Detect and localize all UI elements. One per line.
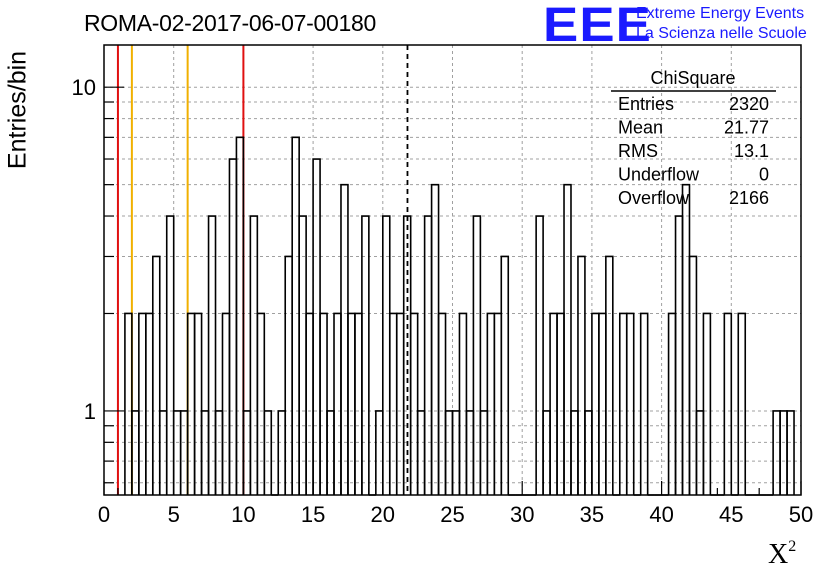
histogram-bin	[674, 215, 684, 495]
x-axis-label-superscript: 2	[788, 538, 797, 555]
histogram-bin	[354, 312, 363, 495]
stats-box: ChiSquare Entries 2320 Mean 21.77 RMS 13.1 Und…	[611, 68, 776, 208]
histogram-bin	[667, 312, 677, 495]
histogram-bin	[598, 312, 607, 495]
stats-row-value: 2320	[729, 94, 769, 114]
y-tick-label: 1	[84, 399, 96, 424]
histogram-bin	[333, 312, 342, 495]
x-tick-label: 15	[301, 502, 325, 527]
histogram-bin	[723, 312, 733, 495]
histogram-bin	[493, 312, 503, 495]
run-title: ROMA-02-2017-06-07-00180	[84, 10, 376, 36]
histogram-bin	[347, 312, 356, 495]
histogram-bin	[786, 410, 795, 495]
histogram-bin	[688, 255, 698, 495]
histogram-bin	[535, 215, 544, 495]
histogram-bin	[305, 312, 314, 495]
histogram-bin	[165, 215, 175, 495]
histogram-bin	[549, 312, 558, 495]
histogram-bin	[382, 215, 391, 495]
y-tick-label: 10	[72, 75, 96, 100]
stats-row-label: Overflow	[618, 188, 690, 208]
histogram-bin	[340, 183, 349, 495]
stats-row-value: 0	[759, 165, 769, 185]
reference-lines	[116, 45, 409, 495]
x-axis-label: X2	[768, 538, 796, 571]
histogram-bin	[563, 183, 572, 495]
histogram-bin	[423, 215, 433, 495]
histogram-bin	[263, 410, 273, 495]
x-tick-label: 5	[168, 502, 180, 527]
histogram-bin	[737, 312, 747, 495]
histogram-bin	[681, 183, 691, 495]
stats-row-value: 13.1	[734, 141, 769, 161]
histogram-bin	[145, 312, 154, 495]
histogram-bin	[193, 312, 203, 495]
x-tick-label: 35	[580, 502, 604, 527]
stats-box-title: ChiSquare	[650, 68, 735, 88]
histogram-bin	[228, 158, 238, 495]
histogram-bin	[437, 312, 447, 495]
histogram-bin	[138, 312, 147, 495]
histogram-bin	[409, 312, 419, 495]
stats-row-value: 21.77	[724, 118, 769, 138]
histogram-bin	[186, 312, 196, 495]
histogram-bin	[702, 312, 712, 495]
histogram-bin	[298, 215, 307, 495]
histogram-bin	[124, 312, 133, 495]
x-tick-label: 30	[510, 502, 534, 527]
histogram-bin	[472, 215, 482, 495]
histogram-bin	[291, 136, 300, 495]
eee-logo: EEE	[543, 0, 652, 52]
histogram-bin	[591, 312, 600, 495]
axes: 0 5 10 15 20 25 30 35 40 45 50 1 10	[72, 44, 813, 527]
histogram-bin	[625, 312, 635, 495]
x-tick-label: 20	[371, 502, 395, 527]
histogram-bin	[639, 312, 649, 495]
stats-row-label: Entries	[618, 94, 674, 114]
histogram-bin	[235, 136, 245, 495]
histogram-bin	[577, 255, 586, 495]
x-tick-label: 40	[649, 502, 673, 527]
histogram-bin	[458, 312, 468, 495]
x-tick-label: 10	[231, 502, 255, 527]
histogram-bin	[500, 255, 510, 495]
histogram-bin	[256, 312, 266, 495]
histogram-bin	[319, 312, 328, 495]
logo-tagline-1: Extreme Energy Events	[636, 5, 805, 22]
stats-row-label: Mean	[618, 118, 663, 138]
histogram-bin	[284, 255, 293, 495]
histogram-bin	[361, 215, 370, 495]
histogram-bin	[249, 215, 259, 495]
histogram-bin	[605, 255, 614, 495]
histogram-bin	[486, 312, 496, 495]
histogram-bin	[207, 215, 217, 495]
x-tick-label: 25	[440, 502, 464, 527]
stats-row-value: 2166	[729, 188, 769, 208]
histogram-bin	[556, 312, 565, 495]
x-tick-label: 0	[98, 502, 110, 527]
stats-row-label: Underflow	[618, 165, 700, 185]
histogram-bin	[395, 312, 405, 495]
x-tick-label: 50	[789, 502, 813, 527]
histogram-bin	[618, 312, 628, 495]
histogram-bin	[312, 158, 321, 495]
logo-tagline-2: La Scienza nelle Scuole	[636, 25, 807, 42]
histogram-bin	[388, 312, 398, 495]
x-tick-label: 45	[719, 502, 743, 527]
histogram-bin	[430, 183, 440, 495]
histogram-bin	[151, 255, 161, 495]
x-axis-label-base: X	[768, 539, 789, 570]
stats-row-label: RMS	[618, 141, 658, 161]
histogram-bin	[221, 312, 231, 495]
histogram-bins	[124, 136, 795, 496]
